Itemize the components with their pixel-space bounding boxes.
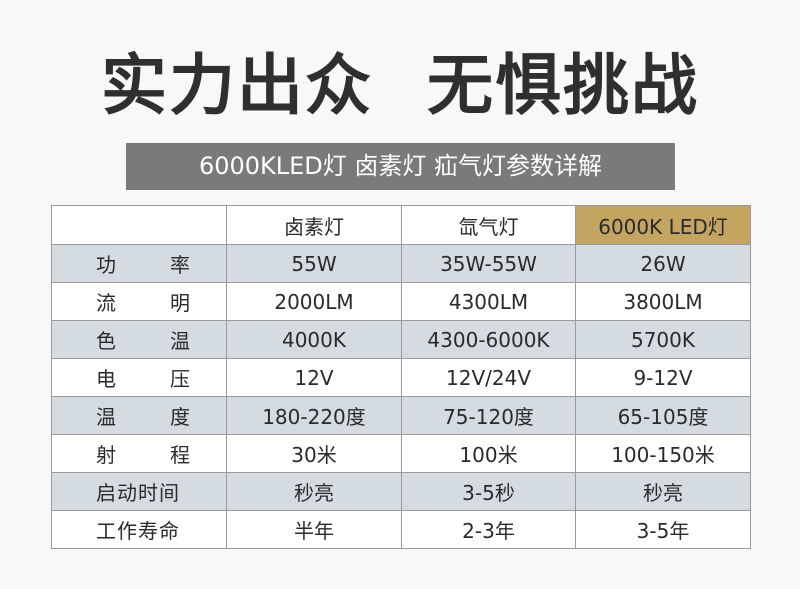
row-label: 工作寿命 [51, 510, 227, 549]
cell-led: 26W [575, 244, 751, 283]
cell-halogen: 12V [226, 358, 402, 397]
row-label: 射程 [51, 434, 227, 473]
row-label: 电压 [51, 358, 227, 397]
cell-xenon: 35W-55W [401, 244, 576, 283]
table-row: 射程 30米 100米 100-150米 [51, 434, 751, 473]
header-led: 6000K LED灯 [575, 205, 751, 245]
cell-xenon: 3-5秒 [401, 472, 576, 511]
subtitle-banner: 6000KLED灯 卤素灯 疝气灯参数详解 [126, 143, 675, 190]
cell-xenon: 4300-6000K [401, 320, 576, 359]
row-label: 启动时间 [51, 472, 227, 511]
cell-xenon: 2-3年 [401, 510, 576, 549]
cell-halogen: 55W [226, 244, 402, 283]
table-row: 启动时间 秒亮 3-5秒 秒亮 [51, 472, 751, 511]
header-empty-cell [51, 205, 227, 245]
header-halogen: 卤素灯 [226, 205, 402, 245]
cell-halogen: 秒亮 [226, 472, 402, 511]
table-row: 功率 55W 35W-55W 26W [51, 244, 751, 283]
table-row: 工作寿命 半年 2-3年 3-5年 [51, 510, 751, 549]
header-xenon: 氙气灯 [401, 205, 576, 245]
spec-table: 卤素灯 氙气灯 6000K LED灯 功率 55W 35W-55W 26W 流明… [51, 205, 751, 549]
cell-led: 65-105度 [575, 396, 751, 435]
table-row: 电压 12V 12V/24V 9-12V [51, 358, 751, 397]
headline: 实力出众 无惧挑战 [0, 32, 800, 128]
cell-halogen: 2000LM [226, 282, 402, 321]
cell-led: 100-150米 [575, 434, 751, 473]
cell-led: 3800LM [575, 282, 751, 321]
table-row: 流明 2000LM 4300LM 3800LM [51, 282, 751, 321]
cell-led: 5700K [575, 320, 751, 359]
cell-led: 9-12V [575, 358, 751, 397]
cell-halogen: 半年 [226, 510, 402, 549]
row-label: 色温 [51, 320, 227, 359]
row-label: 流明 [51, 282, 227, 321]
headline-right: 无惧挑战 [427, 47, 699, 124]
cell-xenon: 75-120度 [401, 396, 576, 435]
headline-left: 实力出众 [101, 47, 373, 124]
row-label: 温度 [51, 396, 227, 435]
cell-halogen: 4000K [226, 320, 402, 359]
row-label: 功率 [51, 244, 227, 283]
cell-xenon: 4300LM [401, 282, 576, 321]
cell-led: 秒亮 [575, 472, 751, 511]
cell-led: 3-5年 [575, 510, 751, 549]
table-row: 色温 4000K 4300-6000K 5700K [51, 320, 751, 359]
table-row: 温度 180-220度 75-120度 65-105度 [51, 396, 751, 435]
cell-halogen: 30米 [226, 434, 402, 473]
cell-xenon: 100米 [401, 434, 576, 473]
table-header-row: 卤素灯 氙气灯 6000K LED灯 [51, 205, 751, 245]
cell-halogen: 180-220度 [226, 396, 402, 435]
cell-xenon: 12V/24V [401, 358, 576, 397]
